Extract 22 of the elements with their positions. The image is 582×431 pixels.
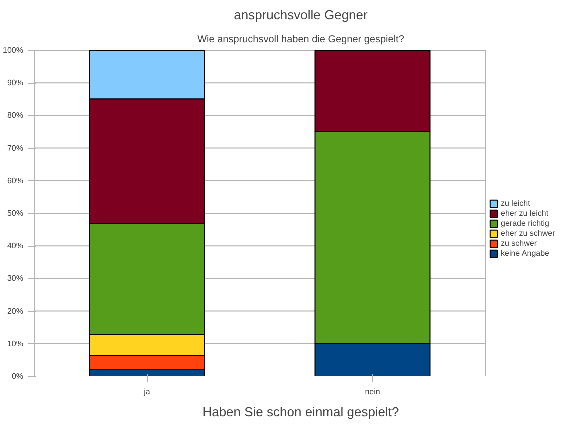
y-tick-label: 0% [12, 372, 24, 381]
y-tick-label: 10% [7, 339, 24, 348]
legend-label: zu leicht [501, 199, 530, 208]
y-tick-label: 20% [7, 306, 24, 316]
y-tick-label: 70% [7, 144, 24, 153]
x-tick-label: ja [143, 388, 151, 396]
y-tick-label: 90% [7, 78, 24, 88]
legend-label: zu schwer [501, 239, 538, 248]
y-tick-label: 40% [7, 242, 24, 251]
y-tick-label: 60% [7, 176, 24, 186]
chart-subtitle: Wie anspruchsvoll haben die Gegner gespielt? [198, 34, 405, 46]
y-tick-label: 100% [3, 46, 24, 55]
legend-label: eher zu schwer [501, 229, 556, 238]
x-axis-title: Haben Sie schon einmal gespielt? [202, 404, 400, 420]
legend-label: keine Angabe [501, 249, 550, 258]
legend-label: eher zu leicht [501, 209, 549, 218]
y-tick-label: 50% [7, 209, 24, 218]
chart-title: anspruchsvolle Gegner [234, 8, 369, 22]
y-tick-label: 80% [7, 111, 24, 120]
y-tick-label: 30% [7, 274, 24, 284]
x-tick-label: nein [365, 388, 380, 396]
legend-label: gerade richtig [501, 219, 550, 228]
